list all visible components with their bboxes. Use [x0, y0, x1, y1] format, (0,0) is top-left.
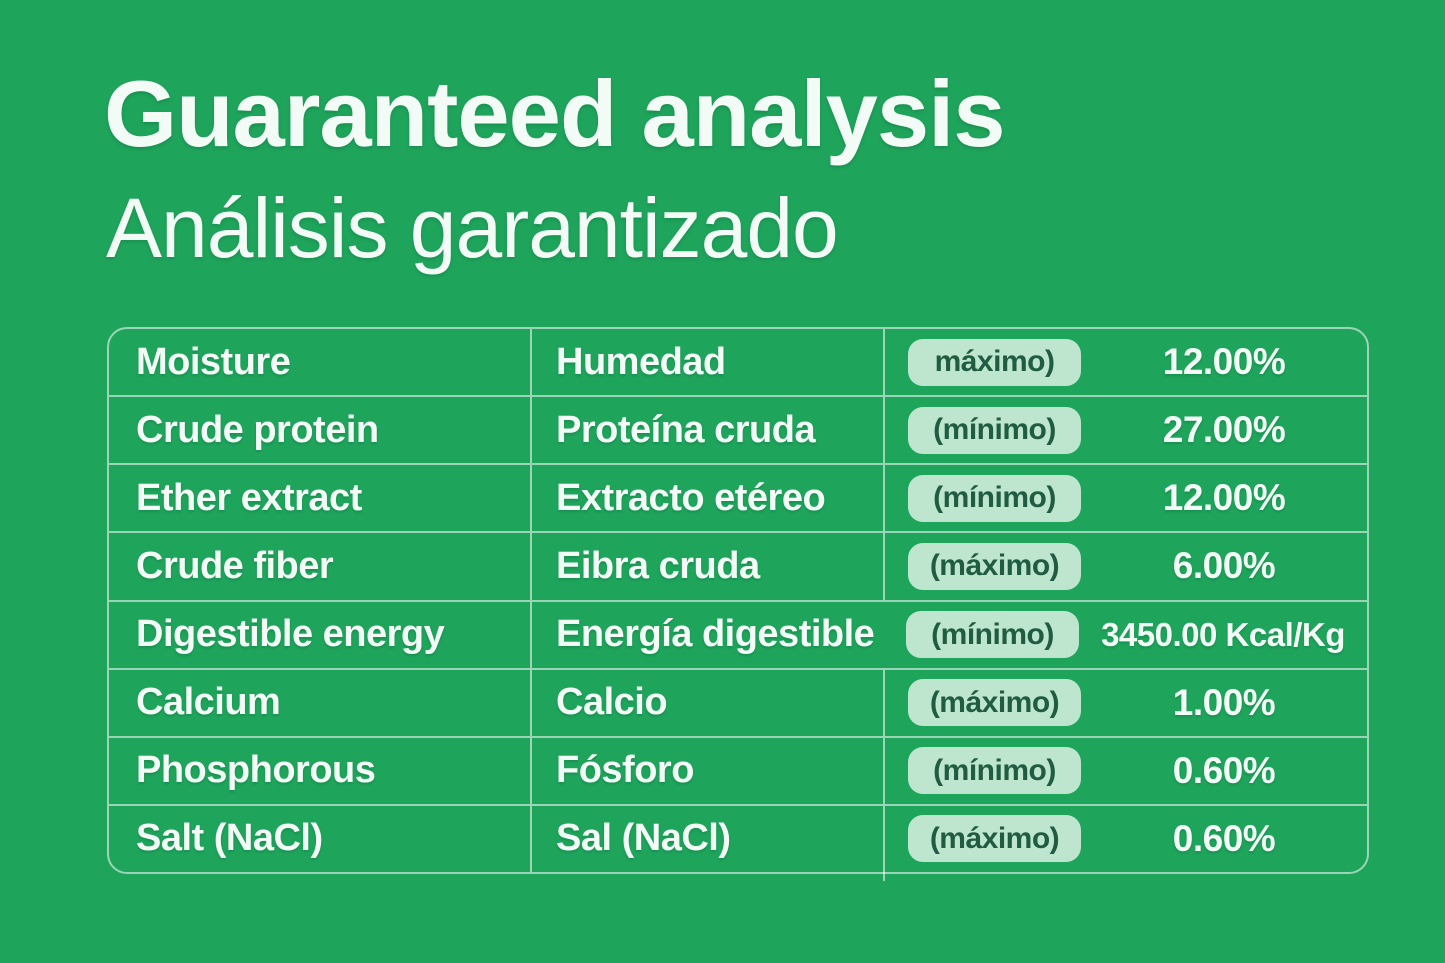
page-subtitle: Análisis garantizado: [106, 181, 839, 275]
limit-badge: (mínimo): [906, 611, 1079, 659]
limit-badge: (máximo): [908, 815, 1081, 863]
table-row: Ether extract Extracto etéreo (mínimo) 1…: [109, 463, 1367, 532]
nutrient-name-en: Moisture: [136, 340, 291, 383]
nutrient-name-es: Eibra cruda: [530, 533, 883, 600]
analysis-table: Moisture Humedad máximo) 12.00% Crude pr…: [107, 327, 1369, 881]
nutrient-value: 12.00%: [1162, 341, 1286, 383]
limit-badge: máximo): [908, 338, 1081, 386]
nutrient-name-en: Calcium: [136, 681, 281, 724]
nutrient-value-cell: (mínimo) 12.00%: [883, 465, 1367, 532]
nutrient-value-cell: (mínimo) 27.00%: [883, 397, 1367, 464]
nutrient-value-cell: (máximo) 0.60%: [883, 805, 1367, 872]
table-row: Crude protein Proteína cruda (mínimo) 27…: [109, 395, 1367, 464]
nutrient-name-en: Salt (NaCl): [136, 817, 323, 860]
limit-badge: (máximo): [908, 542, 1081, 590]
nutrient-value-cell: (máximo) 1.00%: [883, 669, 1367, 736]
nutrient-value: 3450.00 Kcal/Kg: [1101, 615, 1345, 653]
nutrient-name-en: Crude protein: [136, 408, 379, 451]
table-row: Phosphorous Fósforo (mínimo) 0.60%: [109, 735, 1367, 804]
nutrient-name-es: Energía digestible: [530, 601, 883, 668]
column-divider-tail: [883, 872, 885, 881]
nutrient-value: 6.00%: [1172, 545, 1276, 587]
nutrient-value: 0.60%: [1172, 749, 1276, 791]
nutrient-name-es: Calcio: [530, 669, 883, 736]
table-row: Calcium Calcio (máximo) 1.00%: [109, 667, 1367, 736]
nutrient-name-es: Fósforo: [530, 737, 883, 804]
table-row: Moisture Humedad máximo) 12.00%: [109, 329, 1367, 396]
nutrient-value: 0.60%: [1172, 817, 1276, 859]
nutrient-name-en: Ether extract: [136, 476, 362, 519]
nutrient-value-cell: (mínimo) 3450.00 Kcal/Kg: [883, 602, 1367, 668]
limit-badge: (mínimo): [908, 747, 1081, 795]
nutrient-value: 1.00%: [1172, 681, 1276, 723]
table-row: Digestible energy Energía digestible (mí…: [109, 599, 1367, 668]
nutrient-name-es: Humedad: [530, 329, 883, 396]
limit-badge: (mínimo): [908, 474, 1081, 522]
nutrient-name-en: Phosphorous: [136, 749, 376, 792]
nutrient-name-en: Digestible energy: [136, 613, 445, 656]
nutrient-name-es: Proteína cruda: [530, 397, 883, 464]
nutrient-value-cell: máximo) 12.00%: [883, 329, 1367, 396]
table-row: Salt (NaCl) Sal (NaCl) (máximo) 0.60%: [109, 803, 1367, 872]
nutrient-name-es: Sal (NaCl): [530, 805, 883, 872]
nutrient-value-cell: (mínimo) 0.60%: [883, 737, 1367, 804]
nutrient-value: 12.00%: [1162, 477, 1286, 519]
limit-badge: (mínimo): [908, 406, 1081, 454]
table-row: Crude fiber Eibra cruda (máximo) 6.00%: [109, 531, 1367, 600]
nutrient-name-es: Extracto etéreo: [530, 465, 883, 532]
nutrient-value: 27.00%: [1162, 409, 1286, 451]
nutrient-name-en: Crude fiber: [136, 544, 334, 587]
limit-badge: (máximo): [908, 679, 1081, 727]
page-title: Guaranteed analysis: [104, 61, 1006, 166]
nutrient-value-cell: (máximo) 6.00%: [883, 533, 1367, 600]
